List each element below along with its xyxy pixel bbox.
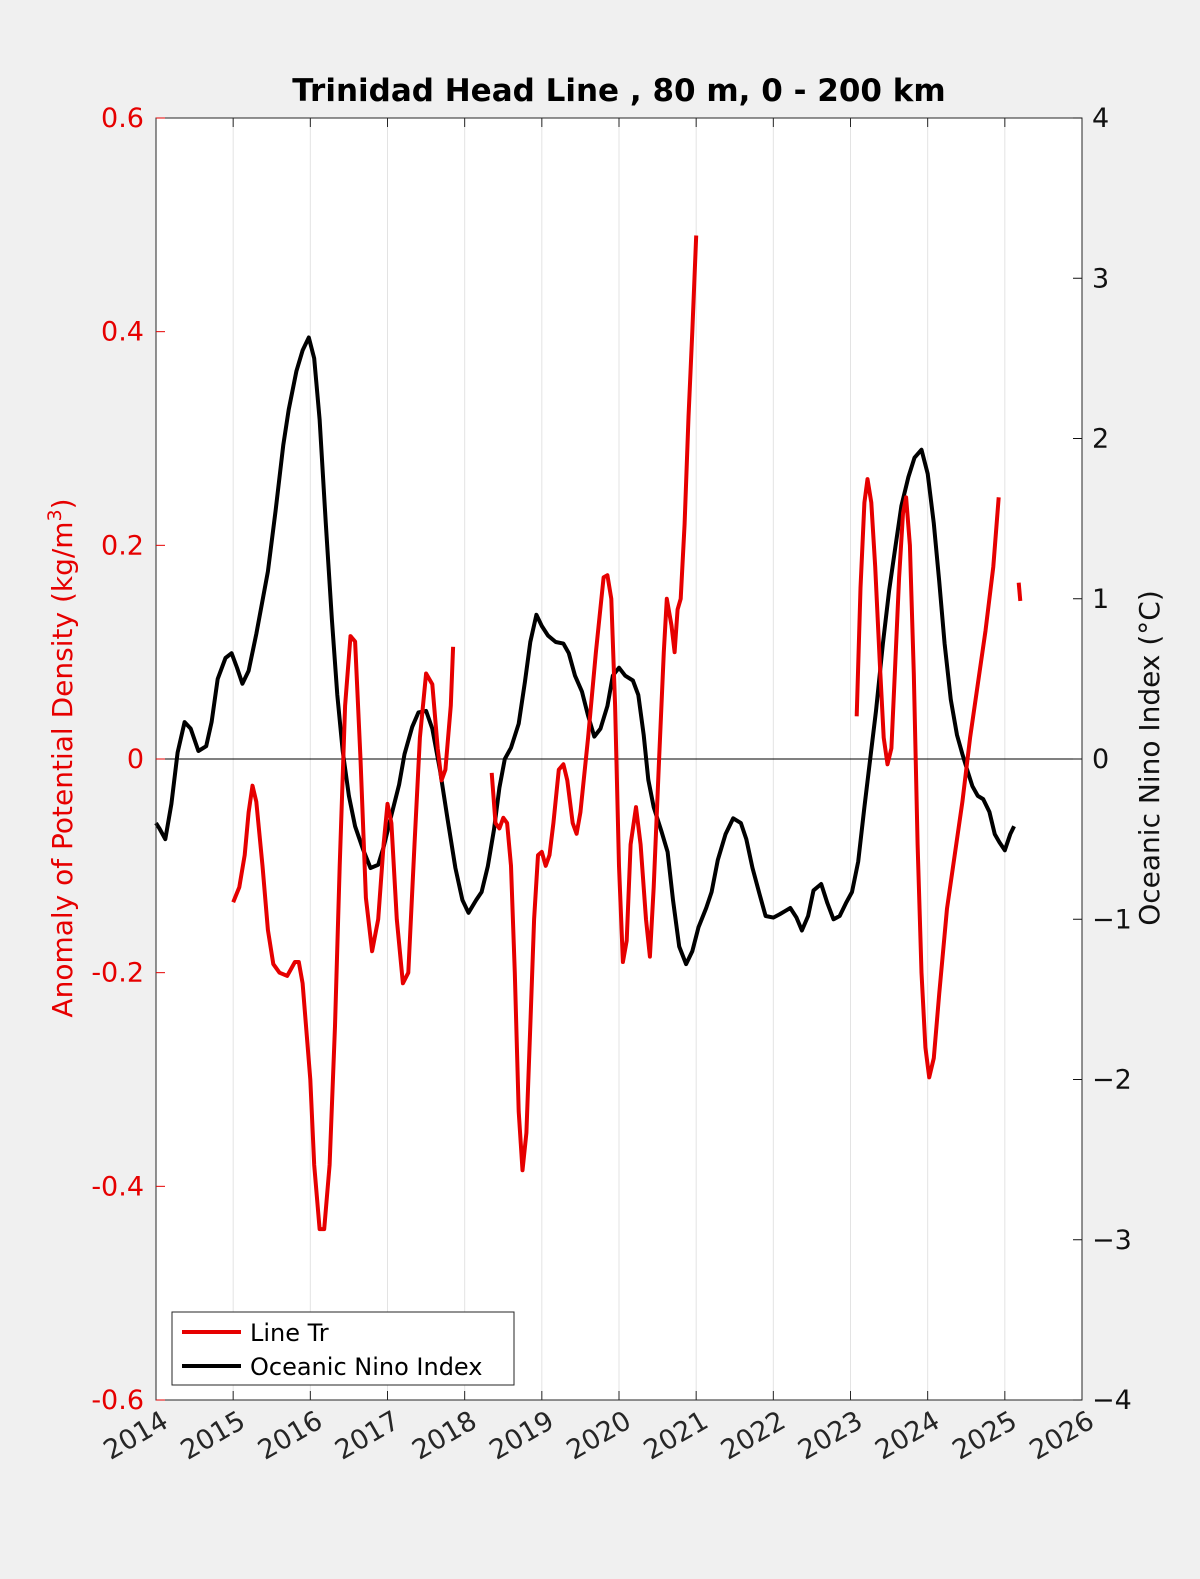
left-axis-label: Anomaly of Potential Density (kg/m3) [44, 498, 79, 1017]
right-axis-label: Oceanic Nino Index (°C) [1133, 590, 1166, 926]
right-tick-label: 0 [1092, 744, 1109, 775]
legend: Line Tr Oceanic Nino Index [171, 1311, 515, 1386]
line-tr-series-segment-2 [854, 477, 1001, 1080]
series-layer [154, 235, 1023, 1232]
right-tick-label: −1 [1092, 904, 1132, 935]
right-tick-label: 2 [1092, 424, 1109, 455]
chart-title: Trinidad Head Line , 80 m, 0 - 200 km [292, 73, 945, 109]
left-tick-label: 0.4 [101, 317, 144, 348]
left-tick-label: 0 [127, 744, 144, 775]
right-tick-label: 3 [1092, 263, 1109, 294]
right-y-axis: −4 −3 −2 −1 0 1 2 3 4 [1073, 103, 1132, 1416]
left-tick-label: 0.2 [101, 530, 144, 561]
legend-label-oni: Oceanic Nino Index [250, 1353, 482, 1381]
legend-box [171, 1311, 515, 1386]
line-tr-series-segment-1 [489, 235, 699, 1173]
left-tick-label: -0.4 [91, 1171, 144, 1202]
right-tick-label: −3 [1092, 1225, 1132, 1256]
right-tick-label: −2 [1092, 1065, 1132, 1096]
left-tick-label: -0.2 [91, 958, 144, 989]
line-tr-series-segment-3 [1016, 582, 1023, 602]
left-tick-label: 0.6 [101, 103, 144, 134]
right-tick-label: −4 [1092, 1385, 1132, 1416]
left-y-axis: -0.6 -0.4 -0.2 0 0.2 0.4 0.6 [91, 103, 165, 1416]
right-tick-label: 1 [1092, 584, 1109, 615]
oni-series-segment-0 [154, 335, 1016, 967]
legend-label-line-tr: Line Tr [250, 1319, 329, 1347]
line-tr-series-segment-0 [231, 634, 456, 1232]
right-tick-label: 4 [1092, 103, 1109, 134]
left-tick-label: -0.6 [91, 1385, 144, 1416]
